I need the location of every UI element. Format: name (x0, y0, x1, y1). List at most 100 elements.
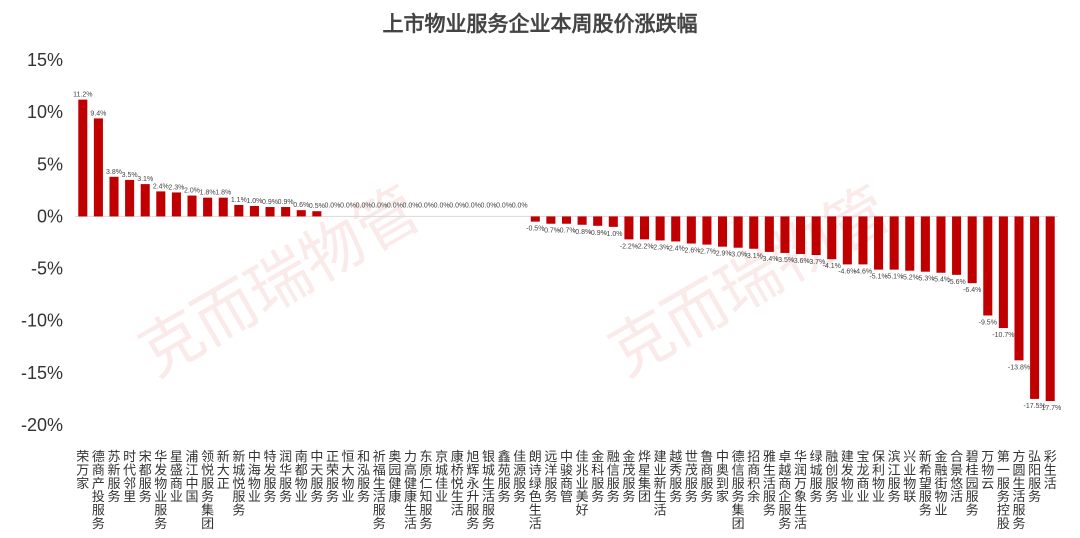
x-tick-label: 德商产投服务 (92, 450, 105, 532)
data-label: 3.5% (122, 172, 138, 179)
data-label: 0.0% (356, 202, 372, 209)
chart-title: 上市物业服务企业本周股价涨跌幅 (383, 12, 698, 36)
bar (764, 216, 774, 252)
data-label: -6.4% (963, 287, 981, 294)
data-label: 11.2% (73, 92, 92, 99)
bar (218, 197, 228, 217)
bar (109, 176, 119, 217)
x-tick-label: 奥园健康 (388, 450, 401, 505)
x-tick-label: 浦江中国 (186, 450, 199, 505)
data-label: -3.7% (807, 259, 825, 266)
bar (639, 216, 650, 240)
x-tick-label: 佳源服务 (513, 450, 526, 505)
bar (546, 216, 556, 224)
bar (874, 216, 884, 270)
data-label: -2.9% (713, 251, 731, 258)
x-tick-label: 弘阳服务 (1028, 450, 1041, 505)
bar (265, 207, 275, 217)
bar (796, 216, 806, 254)
x-tick-label: 万物云 (981, 450, 994, 492)
bar-series (78, 99, 1055, 402)
data-label: -0.7% (542, 228, 560, 235)
data-label: -0.5% (526, 226, 544, 233)
x-tick-label: 力高健康生活 (404, 450, 417, 532)
bar (78, 99, 88, 217)
data-label: -5.1% (885, 274, 903, 281)
data-label: 1.8% (200, 190, 216, 197)
data-label: 2.4% (153, 183, 169, 190)
bar (655, 216, 665, 241)
data-label: -0.9% (589, 230, 607, 237)
data-label: 0.9% (278, 199, 294, 206)
x-tick-label: 远洋服务 (544, 450, 557, 505)
data-label: -4.6% (854, 268, 872, 275)
bar (718, 216, 728, 247)
bar (156, 191, 166, 217)
watermark-text: 克而瑞物管 (597, 172, 902, 390)
bar (125, 179, 135, 217)
bar (842, 216, 852, 265)
bar (686, 216, 696, 244)
x-tick-label: 新希望服务 (919, 449, 932, 519)
bar (998, 216, 1008, 329)
y-tick-label: 15% (27, 50, 63, 70)
bar (952, 216, 962, 275)
bar (312, 211, 322, 217)
x-tick-label: 彩生活 (1044, 450, 1057, 492)
x-tick-label: 中天服务 (310, 450, 323, 505)
data-label: 0.0% (402, 202, 418, 209)
x-tick-label: 烨星集团 (638, 450, 651, 505)
data-label: 3.1% (137, 176, 153, 183)
y-axis: 15% 10% 5% 0% -5% -10% -15% -20% (21, 50, 63, 435)
data-label: -9.5% (979, 320, 997, 327)
data-label: 1.1% (231, 197, 247, 204)
data-label: 0.9% (262, 199, 278, 206)
data-label: 0.0% (387, 202, 403, 209)
bar (187, 195, 197, 217)
data-label: -4.6% (838, 268, 856, 275)
bar (530, 216, 540, 222)
data-label: -13.8% (1008, 364, 1030, 371)
data-label: -10.7% (992, 332, 1014, 339)
data-label: -2.2% (620, 243, 638, 250)
x-tick-label: 特发服务 (264, 450, 277, 505)
x-axis-labels: 荣万家德商产投服务苏新服务时代邻里宋都服务华发物业服务星盛商业浦江中国领悦服务集… (76, 449, 1056, 532)
bar (296, 210, 306, 217)
data-label: 0.0% (512, 202, 528, 209)
x-tick-label: 中奥到家 (716, 450, 729, 505)
bar (702, 216, 712, 245)
x-tick-label: 康桥悦生活 (451, 449, 464, 519)
data-label: 0.0% (324, 202, 340, 209)
y-tick-label: -10% (21, 311, 63, 331)
y-tick-label: 0% (37, 206, 63, 226)
x-tick-label: 德信服务集团 (732, 450, 745, 532)
data-label: -5.2% (901, 275, 919, 282)
bar (203, 197, 213, 217)
x-tick-label: 新城悦服务 (232, 449, 245, 519)
bar (920, 216, 930, 272)
x-tick-label: 宝龙商业 (856, 450, 869, 505)
bar (624, 216, 634, 240)
x-tick-label: 建业新生活 (654, 450, 667, 519)
x-tick-label: 京城佳业 (435, 450, 448, 505)
data-label: -5.4% (932, 277, 950, 284)
y-tick-label: -20% (21, 415, 63, 435)
data-label: 0.0% (434, 202, 450, 209)
bar (1030, 216, 1040, 399)
data-label: -3.4% (760, 256, 778, 263)
data-label: 0.0% (418, 202, 434, 209)
x-tick-label: 银城生活服务 (482, 450, 495, 532)
data-label: 0.0% (371, 202, 387, 209)
data-label: 0.0% (480, 202, 496, 209)
x-tick-label: 中骏商管 (560, 450, 573, 505)
x-tick-label: 旭辉永升服务 (466, 450, 479, 532)
bar (967, 216, 977, 284)
x-tick-label: 东原仁知服务 (420, 450, 433, 532)
bar (577, 216, 587, 225)
data-label: -3.0% (729, 252, 747, 259)
x-tick-label: 星盛商业 (170, 450, 183, 505)
data-label: 9.4% (90, 110, 106, 117)
x-tick-label: 新大正 (217, 449, 230, 492)
x-tick-label: 保利物业 (872, 450, 885, 505)
